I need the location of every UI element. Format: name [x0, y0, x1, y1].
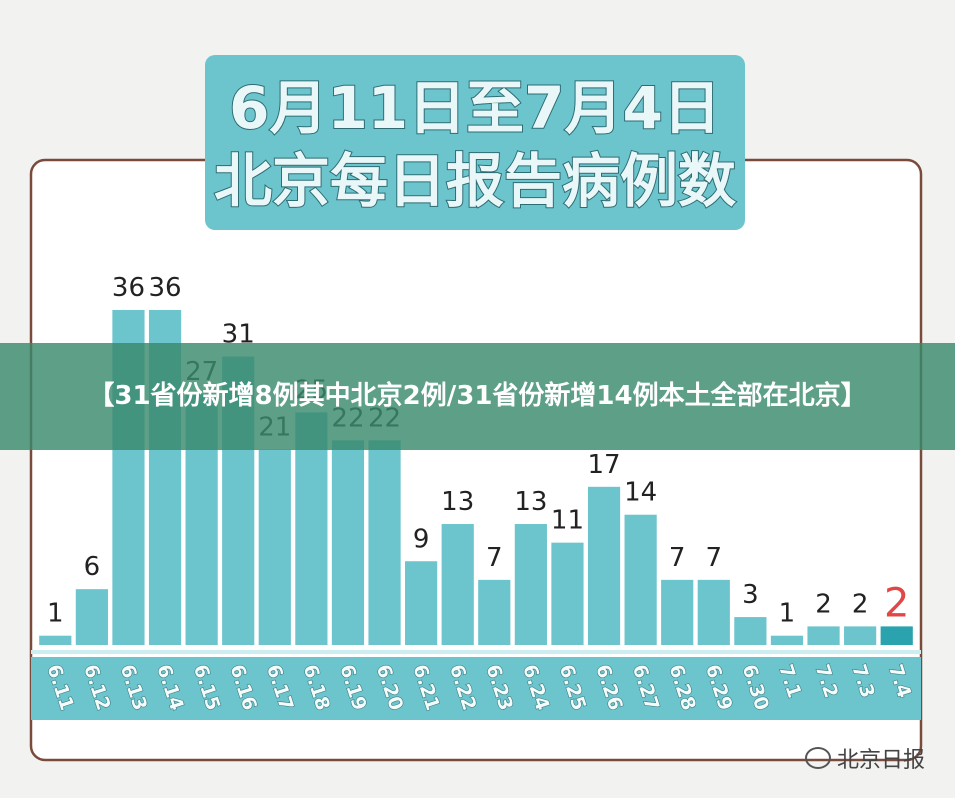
value-label: 6	[84, 552, 101, 582]
bar	[441, 524, 474, 645]
bar	[661, 579, 694, 645]
bar	[807, 626, 840, 645]
bar	[75, 589, 108, 645]
value-label: 36	[112, 273, 145, 303]
bar	[368, 440, 401, 645]
value-label: 13	[441, 487, 474, 517]
value-label: 9	[413, 524, 430, 554]
value-label: 13	[514, 487, 547, 517]
value-label: 17	[587, 450, 620, 480]
bar	[697, 579, 730, 645]
bar	[587, 486, 621, 645]
value-label: 1	[47, 599, 64, 629]
axis-line	[31, 650, 921, 654]
value-label: 36	[148, 273, 181, 303]
banner-text: 【31省份新增8例其中北京2例/31省份新增14例本土全部在北京】	[88, 381, 867, 411]
value-label: 1	[779, 599, 796, 629]
watermark-icon	[804, 747, 831, 769]
news-banner: 【31省份新增8例其中北京2例/31省份新增14例本土全部在北京】	[0, 343, 955, 450]
bar	[39, 635, 72, 645]
bar	[844, 626, 877, 645]
value-label: 7	[669, 543, 686, 573]
bar	[478, 579, 511, 645]
bar	[514, 524, 547, 645]
bar	[770, 635, 804, 645]
value-label: 2	[852, 589, 869, 619]
title-box	[205, 55, 745, 230]
date-strip	[31, 657, 921, 720]
bar	[331, 440, 365, 645]
chart-subtitle: 北京每日报告病例数	[214, 147, 736, 215]
value-label: 7	[486, 543, 503, 573]
watermark: 北京日报	[804, 742, 925, 774]
bar	[624, 514, 657, 645]
value-label: 3	[742, 580, 759, 610]
bar	[880, 626, 913, 645]
value-label: 2	[884, 580, 909, 626]
value-label: 11	[551, 506, 584, 536]
value-label: 2	[815, 589, 832, 619]
bar	[295, 412, 328, 645]
bar	[258, 449, 291, 645]
bar	[405, 561, 438, 645]
chart-title: 6月11日至7月4日	[229, 74, 721, 142]
bar	[734, 617, 767, 645]
value-label: 7	[706, 543, 723, 573]
watermark-text: 北京日报	[836, 748, 925, 773]
value-label: 14	[624, 478, 657, 508]
bar	[551, 542, 584, 645]
